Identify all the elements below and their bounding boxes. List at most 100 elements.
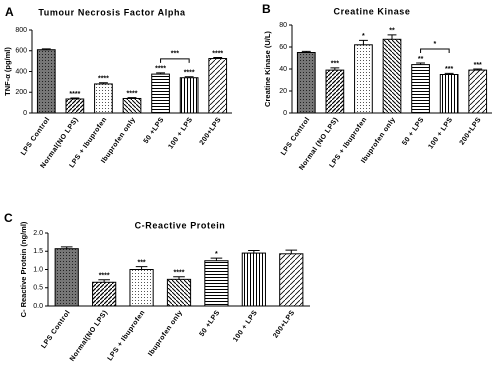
significance-label: ** (389, 28, 395, 35)
error-bar (359, 39, 368, 45)
y-tick-label: 80 (279, 22, 287, 29)
significance-label: * (215, 251, 218, 258)
significance-label: **** (212, 50, 223, 57)
significance-label: *** (445, 66, 453, 73)
significance-label: * (362, 33, 365, 40)
bar (296, 52, 316, 114)
error-bar (330, 67, 340, 71)
x-tick-label: LPS Control (40, 309, 71, 350)
bar (325, 69, 345, 114)
y-tick-label: 200 (15, 89, 27, 96)
y-tick-label: 0.5 (33, 285, 43, 292)
significance-label: *** (474, 62, 482, 69)
x-tick-label: Normal(NO LPS) (69, 309, 109, 363)
significance-label: **** (184, 70, 195, 77)
bracket-label: * (433, 41, 436, 48)
bar (204, 260, 229, 307)
x-tick-label: 50 +LPS (143, 116, 166, 145)
bar (208, 58, 228, 114)
bar (382, 38, 402, 114)
bar (94, 83, 113, 114)
error-bar (98, 279, 110, 283)
bracket-label: *** (171, 51, 179, 58)
significance-label: **** (69, 91, 80, 98)
bar (179, 77, 199, 114)
y-axis-label: C- Reactive Protein (ng/ml) (19, 221, 28, 317)
x-tick-label: 50 + LPS (401, 116, 425, 147)
y-tick-label: 1.0 (33, 266, 43, 273)
significance-label: *** (137, 259, 145, 266)
significance-label: **** (99, 273, 110, 280)
error-bar (60, 246, 73, 249)
significance-label: **** (174, 270, 185, 277)
x-tick-label: LPS Control (280, 116, 311, 157)
bar (439, 74, 459, 114)
bar (411, 64, 430, 114)
error-bar (248, 250, 260, 254)
x-tick-label: Ibuprofen only (147, 309, 184, 357)
error-bar (173, 276, 185, 280)
significance-bracket (420, 48, 450, 53)
error-bar (444, 72, 454, 75)
significance-bracket (160, 58, 190, 63)
y-tick-label: 0 (283, 110, 287, 117)
error-bar (213, 56, 223, 59)
bar (151, 73, 170, 114)
x-tick-label: 100 + LPS (232, 309, 259, 343)
bar (92, 281, 117, 307)
significance-label: *** (331, 61, 339, 68)
y-tick-label: 400 (15, 68, 27, 75)
y-tick-label: 20 (279, 88, 287, 95)
x-tick-label: 200+LPS (459, 116, 483, 146)
error-bar (41, 48, 51, 50)
error-bar (99, 82, 108, 84)
chart-title: Tumour Necrosis Factor Alpha (38, 7, 186, 17)
significance-label: **** (98, 76, 109, 83)
y-tick-label: 600 (15, 48, 27, 55)
y-axis-label: TNF-α (pg/ml) (3, 47, 12, 96)
bar (122, 97, 142, 114)
chart-title: C-Reactive Protein (135, 220, 226, 230)
significance-label: **** (155, 66, 166, 73)
bar (36, 49, 56, 114)
bar (54, 248, 79, 307)
y-tick-label: 60 (279, 44, 287, 51)
x-tick-label: 200+LPS (199, 116, 223, 146)
error-bar (416, 62, 425, 65)
x-tick-label: 100 + LPS (427, 116, 454, 150)
y-tick-label: 0 (23, 110, 27, 117)
x-tick-label: 50 +LPS (199, 309, 222, 338)
y-tick-label: 40 (279, 66, 287, 73)
y-tick-label: 2.0 (33, 230, 43, 237)
bar (279, 253, 304, 307)
error-bar (301, 50, 311, 53)
error-bar (127, 97, 137, 99)
bar (65, 98, 85, 114)
bar (354, 44, 373, 114)
error-bar (184, 76, 194, 78)
panel-label: B (262, 2, 271, 16)
x-tick-label: LPS Control (20, 116, 51, 157)
bar (166, 278, 192, 307)
panel-label: A (5, 5, 14, 19)
significance-label: ** (418, 56, 424, 63)
error-bar (285, 249, 298, 254)
error-bar (135, 266, 148, 270)
x-tick-label: LPS + Ibuprofen (107, 309, 147, 362)
bar (129, 269, 154, 307)
y-tick-label: 0.0 (33, 303, 43, 310)
error-bar (70, 97, 80, 99)
significance-label: **** (127, 90, 138, 97)
x-tick-label: 200+LPS (272, 309, 296, 339)
chart-title: Creatine Kinase (333, 6, 410, 16)
panel-label: C (4, 211, 13, 225)
error-bar (387, 34, 397, 40)
error-bar (210, 257, 223, 261)
y-tick-label: 800 (15, 27, 27, 34)
y-axis-label: Creatine Kinase (U/L) (263, 31, 272, 107)
bar (468, 69, 488, 114)
error-bar (473, 68, 483, 71)
error-bar (156, 72, 165, 75)
bar (241, 252, 266, 307)
